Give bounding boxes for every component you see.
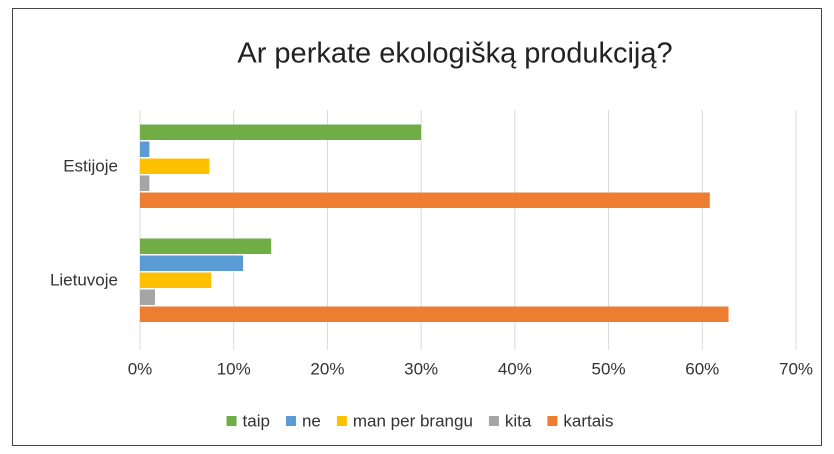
legend-swatch xyxy=(285,416,296,426)
chart-border xyxy=(12,8,822,446)
x-tick-label: 20% xyxy=(310,359,344,378)
x-tick-label: 70% xyxy=(779,359,813,378)
x-tick-label: 30% xyxy=(404,359,438,378)
x-tick-label: 10% xyxy=(217,359,251,378)
legend-label: kita xyxy=(505,411,532,430)
x-tick-label: 60% xyxy=(685,359,719,378)
legend-swatch xyxy=(226,416,237,426)
bar xyxy=(140,272,212,288)
x-tick-label: 50% xyxy=(592,359,626,378)
y-tick-label: Estijoje xyxy=(63,156,118,175)
chart-title: Ar perkate ekologišką produkciją? xyxy=(237,38,672,70)
bar xyxy=(140,192,710,208)
bar xyxy=(140,255,244,271)
y-tick-label: Lietuvoje xyxy=(50,270,118,289)
legend-label: taip xyxy=(243,411,270,430)
bar xyxy=(140,289,155,305)
bar xyxy=(140,175,150,191)
legend-label: ne xyxy=(302,411,321,430)
legend-label: kartais xyxy=(563,411,613,430)
legend-swatch xyxy=(547,416,558,426)
x-tick-label: 0% xyxy=(128,359,153,378)
legend-label: man per brangu xyxy=(353,411,473,430)
bar xyxy=(140,124,422,140)
x-tick-label: 40% xyxy=(498,359,532,378)
bar xyxy=(140,141,150,157)
legend-swatch xyxy=(488,416,499,426)
bar xyxy=(140,238,272,254)
bar xyxy=(140,306,729,322)
bar xyxy=(140,158,210,174)
legend-swatch xyxy=(336,416,347,426)
